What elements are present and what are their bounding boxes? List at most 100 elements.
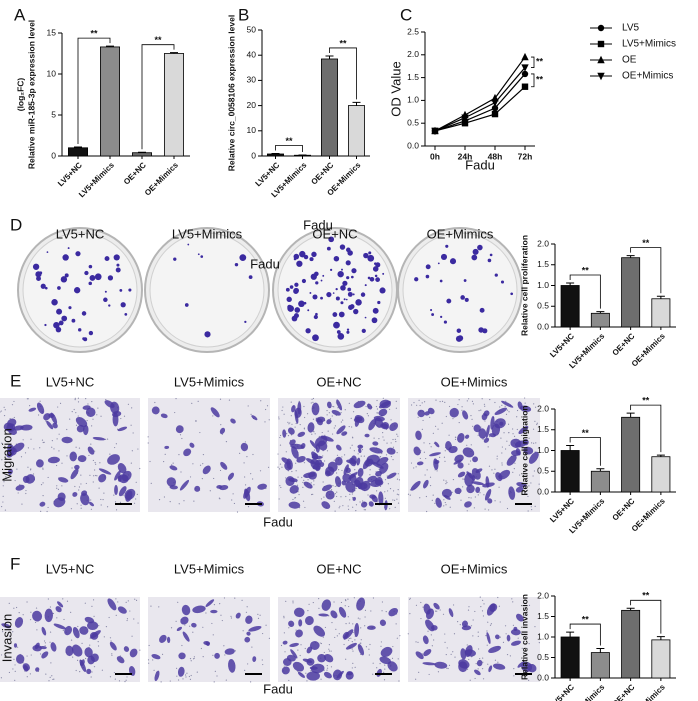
cell: [348, 472, 358, 480]
pore: [489, 624, 492, 626]
cell: [357, 444, 364, 449]
pore: [294, 497, 297, 499]
colony: [363, 252, 369, 259]
pore: [348, 425, 350, 428]
sig-bracket: [531, 56, 535, 68]
pore: [43, 441, 45, 443]
pore: [326, 669, 328, 671]
pore: [430, 634, 432, 636]
cell: [194, 485, 201, 492]
pore: [169, 501, 171, 503]
pore: [39, 653, 42, 655]
pore: [370, 610, 372, 612]
pore: [268, 637, 270, 639]
pore: [377, 501, 379, 503]
pore: [312, 418, 315, 420]
y-tick-label: 1.5: [537, 611, 549, 621]
colony: [449, 258, 457, 265]
pore: [417, 416, 419, 418]
colony: [460, 295, 465, 300]
pore: [80, 474, 82, 476]
pore: [501, 404, 503, 406]
cell: [445, 441, 452, 451]
cell: [364, 433, 370, 438]
colony: [293, 253, 300, 260]
cell: [289, 642, 300, 647]
pore: [444, 401, 446, 403]
pore: [304, 506, 306, 509]
colony: [430, 308, 433, 312]
pore: [536, 423, 538, 426]
pore: [392, 490, 395, 492]
cell: [357, 644, 365, 656]
pore: [481, 668, 484, 670]
cell: [464, 501, 472, 508]
colony: [482, 328, 488, 334]
pore: [340, 421, 342, 423]
pore: [383, 679, 386, 681]
pore: [532, 475, 534, 477]
pore: [349, 447, 351, 449]
cell: [356, 457, 361, 466]
cell: [374, 417, 384, 428]
pore: [352, 623, 354, 625]
y-tick-label: 40: [247, 49, 257, 59]
cell: [175, 425, 184, 434]
cell: [80, 493, 90, 506]
pore: [219, 498, 221, 500]
pore: [445, 415, 447, 418]
pore: [30, 611, 32, 613]
pore: [85, 657, 87, 660]
cell: [82, 405, 91, 410]
legend-marker: [597, 55, 605, 64]
colony: [477, 244, 483, 251]
x-axis-label: Fadu: [465, 157, 495, 172]
cell: [252, 656, 257, 662]
image-label: LV5+Mimics: [174, 561, 245, 576]
colony: [320, 296, 323, 300]
pore: [279, 463, 282, 465]
pore: [178, 503, 180, 505]
cell: [302, 658, 313, 663]
legend-marker: [597, 24, 605, 32]
sig-label: **: [339, 38, 347, 48]
pore: [397, 473, 399, 475]
pore: [347, 598, 349, 600]
cell: [166, 477, 177, 487]
pore: [230, 615, 232, 617]
pore: [193, 500, 195, 502]
pore: [262, 663, 264, 666]
cell: [489, 603, 498, 612]
cell: [361, 501, 368, 508]
pore: [52, 678, 54, 681]
pore: [219, 469, 222, 472]
cell: [205, 599, 215, 608]
y-tick-label: 50: [247, 24, 257, 34]
cell: [292, 661, 305, 672]
pore: [278, 468, 281, 470]
cell: [422, 662, 436, 666]
pore: [299, 654, 301, 657]
cell: [511, 450, 521, 457]
pore: [352, 631, 354, 634]
cell: [79, 626, 89, 635]
y-tick-label: 1.5: [537, 259, 549, 269]
pore: [527, 510, 529, 512]
pore: [287, 421, 289, 424]
pore: [506, 409, 509, 411]
cell: [510, 438, 522, 448]
cell: [313, 625, 326, 637]
cell: [415, 430, 422, 441]
pore: [342, 419, 344, 421]
cell: [517, 661, 525, 668]
pore: [357, 453, 359, 455]
colony: [39, 271, 43, 275]
pore: [326, 450, 329, 452]
pore: [5, 477, 7, 480]
pore: [535, 442, 537, 444]
pore: [105, 399, 107, 401]
cell: [32, 610, 43, 622]
error-bar: [566, 282, 575, 286]
pore: [380, 645, 382, 647]
pore: [147, 659, 150, 661]
